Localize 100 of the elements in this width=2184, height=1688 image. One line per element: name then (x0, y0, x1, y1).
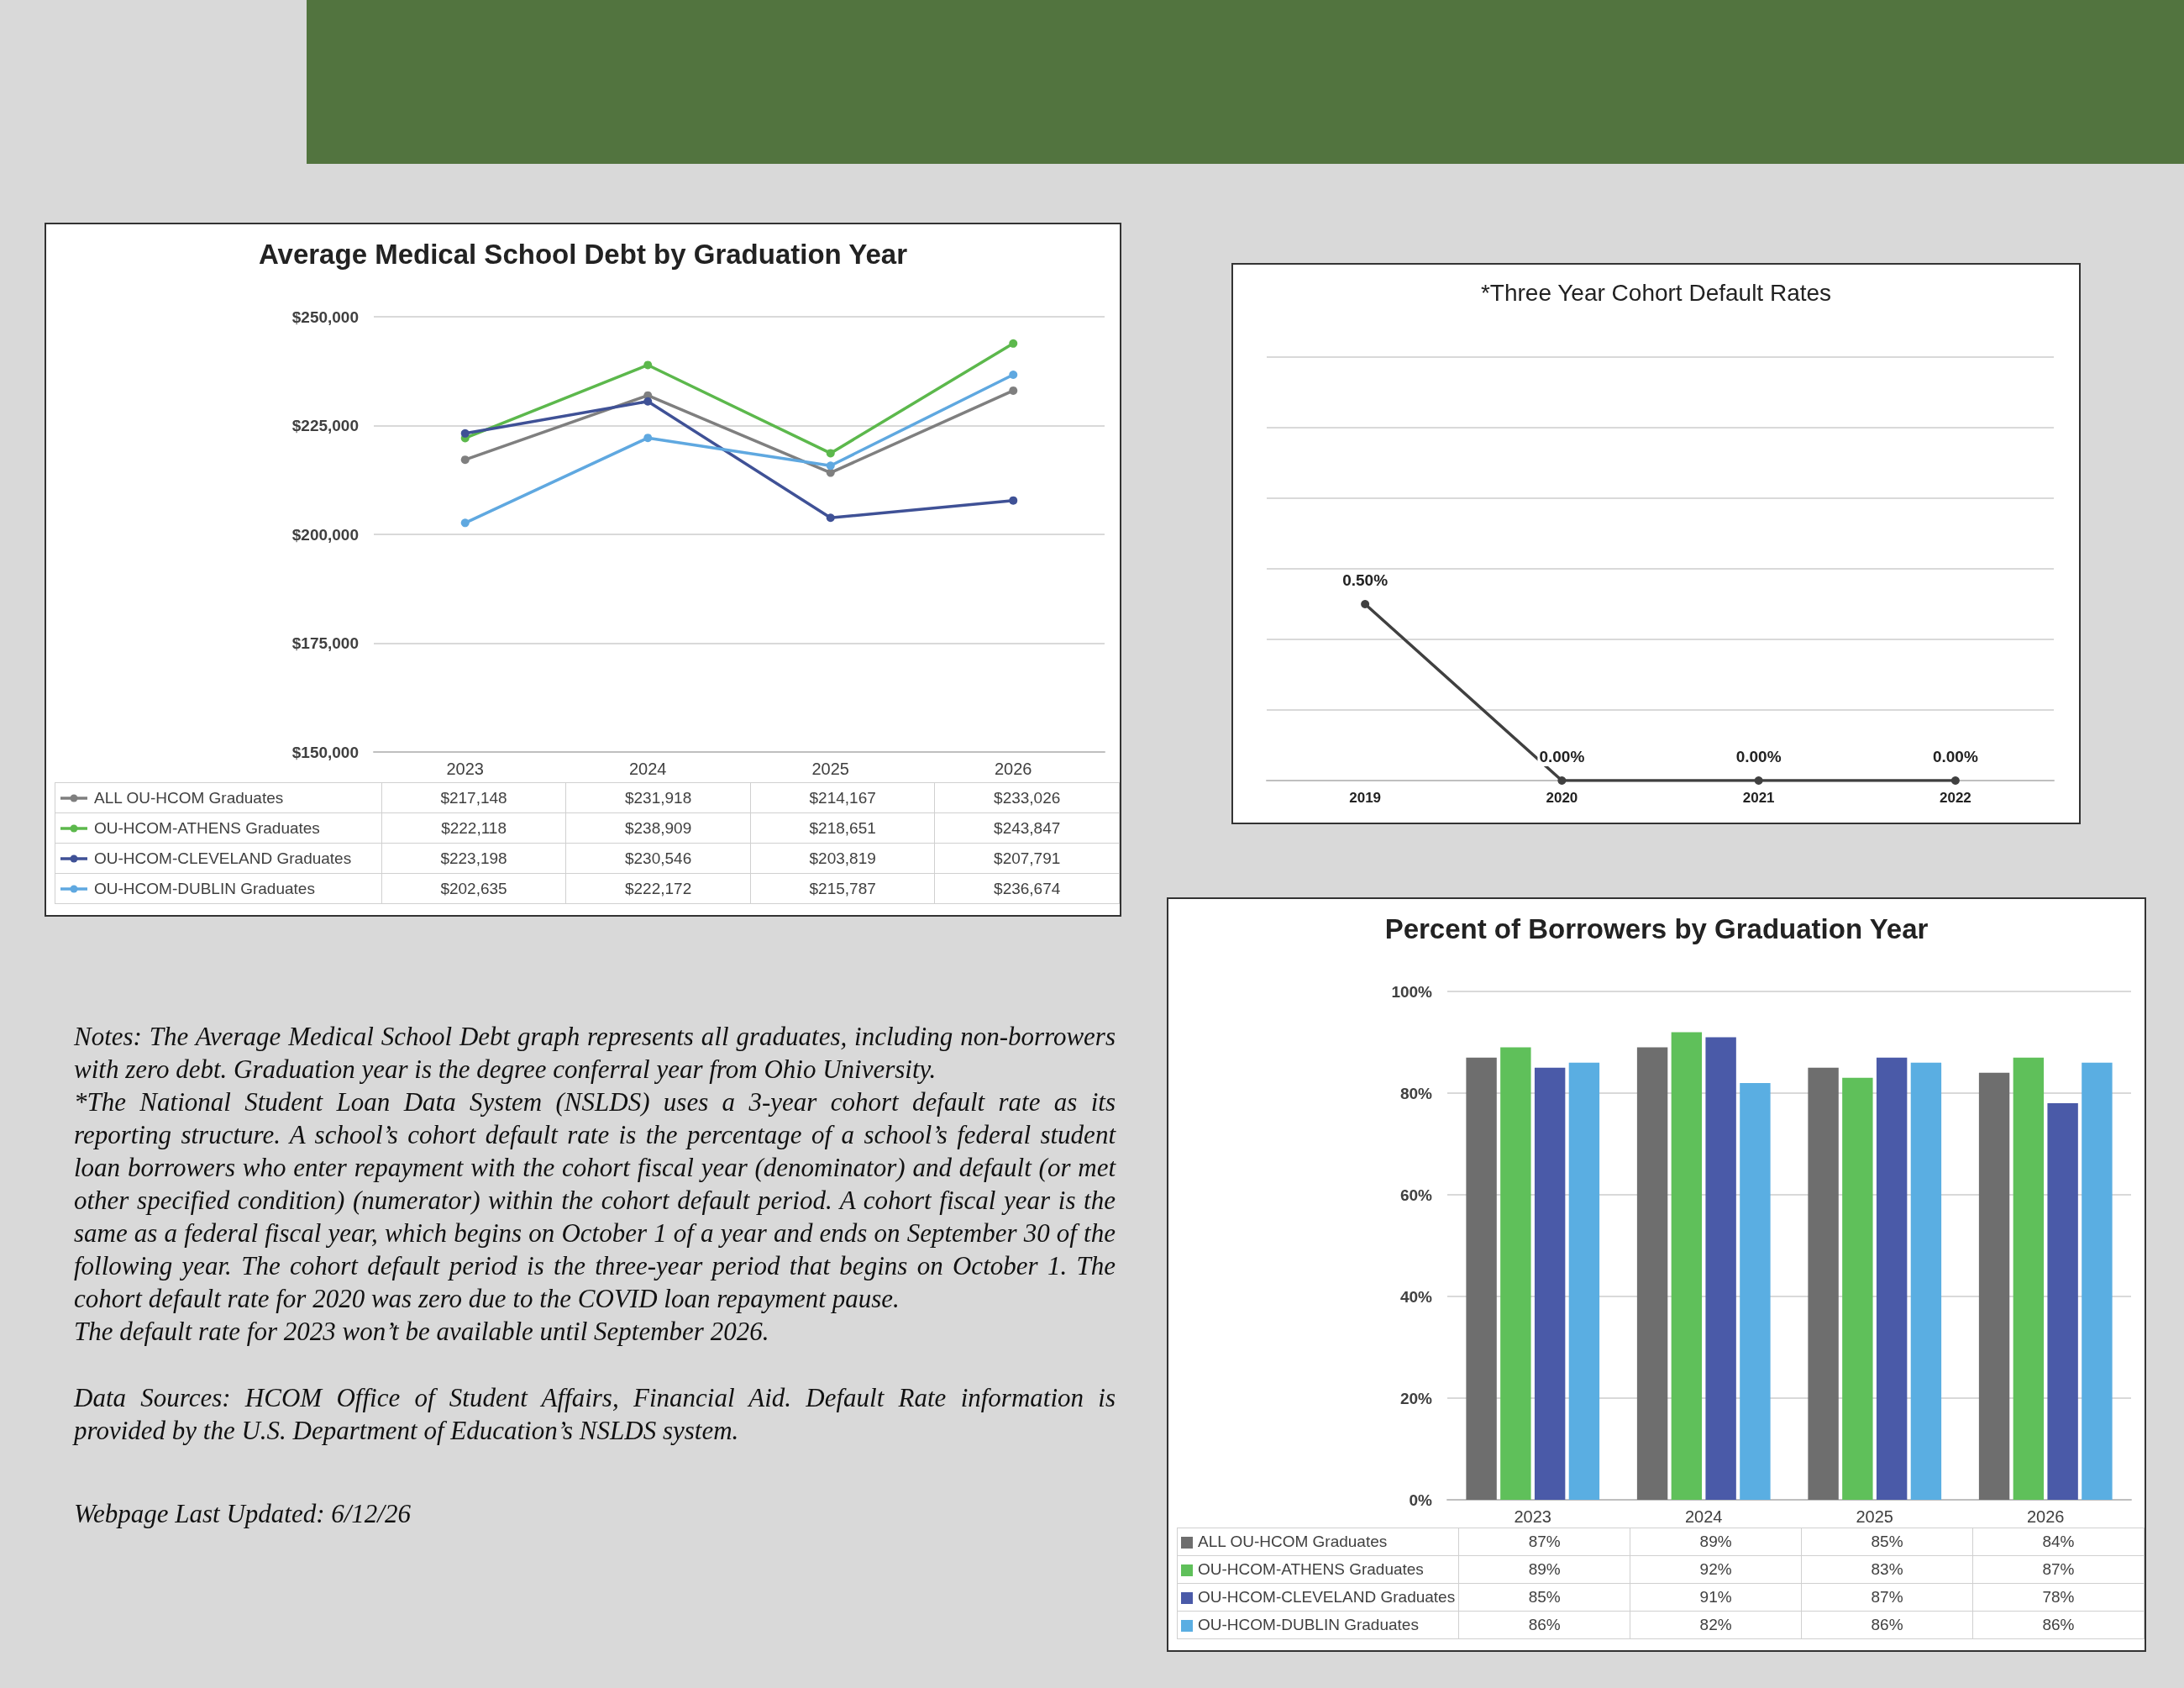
y-tick-label: $250,000 (291, 308, 359, 326)
point (460, 518, 470, 528)
data-label: $217,148 (381, 782, 566, 813)
y-tick-label: 100% (1391, 982, 1433, 1001)
data-label: 83% (1801, 1555, 1973, 1584)
data-label: 89% (1630, 1528, 1802, 1556)
data-label: $243,847 (934, 812, 1120, 844)
point (826, 468, 835, 477)
legend-label: OU-HCOM-DUBLIN Graduates (94, 879, 315, 897)
x-tick-label: 2019 (1349, 790, 1382, 806)
data-label: $233,026 (934, 782, 1120, 813)
legend-label: ALL OU-HCOM Graduates (94, 788, 284, 807)
bar (1636, 1047, 1668, 1500)
y-tick-label: 0% (1409, 1491, 1433, 1509)
x-tick-label: 2022 (1939, 790, 1971, 806)
x-tick-label: 2023 (446, 760, 484, 778)
y-tick-label: $225,000 (291, 417, 359, 434)
legend-label: ALL OU-HCOM Graduates (1198, 1533, 1388, 1550)
data-label: 87% (1801, 1583, 1973, 1612)
data-label: 87% (1972, 1555, 2145, 1584)
data-label: $207,791 (934, 843, 1120, 874)
point (1009, 386, 1018, 395)
data-label: 0.00% (1932, 748, 1978, 765)
data-label: $214,167 (750, 782, 935, 813)
data-label: 0.50% (1342, 571, 1389, 589)
data-label: $203,819 (750, 843, 935, 874)
bar (1910, 1062, 1942, 1500)
y-tick-label: 60% (1399, 1186, 1433, 1204)
data-label: 91% (1630, 1583, 1802, 1612)
data-label: 0.00% (1735, 748, 1782, 765)
point (1009, 339, 1018, 348)
data-label: 86% (1801, 1611, 1973, 1639)
data-label: 92% (1630, 1555, 1802, 1584)
data-label: $238,909 (565, 812, 751, 844)
legend-label: OU-HCOM-CLEVELAND Graduates (94, 849, 352, 867)
chart-title: Percent of Borrowers by Graduation Year (1384, 913, 1929, 944)
point (643, 360, 653, 370)
point (826, 461, 835, 471)
bar (1808, 1067, 1839, 1500)
data-label: $215,787 (750, 873, 935, 904)
x-tick-label: 2024 (1685, 1507, 1723, 1526)
x-tick-label: 2021 (1742, 790, 1775, 806)
data-label: 85% (1458, 1583, 1630, 1612)
data-label: 84% (1972, 1528, 2145, 1556)
point (1009, 496, 1018, 505)
x-tick-label: 2026 (2027, 1507, 2065, 1526)
legend-label: OU-HCOM-DUBLIN Graduates (1198, 1616, 1419, 1633)
chart-title: Average Medical School Debt by Graduation Year (258, 239, 908, 270)
bar (2047, 1103, 2078, 1500)
bar (1534, 1067, 1566, 1500)
point (826, 513, 835, 523)
point (460, 455, 470, 465)
data-label: 86% (1972, 1611, 2145, 1639)
bar (1740, 1082, 1771, 1500)
data-label: 85% (1801, 1528, 1973, 1556)
data-label: $223,198 (381, 843, 566, 874)
data-label: 78% (1972, 1583, 2145, 1612)
bar (1978, 1072, 2010, 1500)
chart-title: *Three Year Cohort Default Rates (1480, 279, 1832, 306)
bar (2082, 1062, 2113, 1500)
x-tick-label: 2025 (811, 760, 849, 778)
legend-label: OU-HCOM-CLEVELAND Graduates (1198, 1588, 1456, 1606)
bar (1568, 1062, 1600, 1500)
bar (1842, 1077, 1873, 1500)
text: *The National Student Loan Data System (NSLDS) uses a 3-year cohort default rate as its reporting structure. A school’s cohort default rate is the percentage of a school’s federal student loan borrowers who enter repayment with the cohort fiscal year (denominator) and default (or met other specified condition) (numerator) within the cohort default period. A cohort fiscal year is the same as a federal fiscal year, which begins on October 1 of a year and ends on September 30 of the following year. The cohort default period is the three-year period that begins on October 1. The cohort default rate for 2020 was zero due to the COVID loan repayment pause. (74, 1086, 1116, 1315)
x-tick-label: 2026 (995, 760, 1032, 778)
point (460, 429, 470, 438)
data-label: $222,172 (565, 873, 751, 904)
data-label: $222,118 (381, 812, 566, 844)
x-tick-label: 2023 (1514, 1507, 1551, 1526)
data-label: $218,651 (750, 812, 935, 844)
y-tick-label: 40% (1399, 1287, 1433, 1306)
data-label: 89% (1458, 1555, 1630, 1584)
point (643, 434, 653, 443)
data-label: $231,918 (565, 782, 751, 813)
bar (1705, 1037, 1736, 1500)
text: Notes: The Average Medical School Debt graph represents all graduates, including non-borrowers with zero debt. Graduation year is the degree conferral year from Ohio University. (74, 1021, 1116, 1086)
data-label: 82% (1630, 1611, 1802, 1639)
data-label: $236,674 (934, 873, 1120, 904)
bar (1876, 1057, 1908, 1500)
y-tick-label: $150,000 (291, 743, 359, 761)
point (826, 449, 835, 458)
data-label: 87% (1458, 1528, 1630, 1556)
bar (1671, 1032, 1703, 1500)
y-tick-label: 80% (1399, 1084, 1433, 1102)
data-label: $202,635 (381, 873, 566, 904)
y-tick-label: 20% (1399, 1389, 1433, 1407)
legend-label: OU-HCOM-ATHENS Graduates (1198, 1560, 1424, 1578)
data-label: 0.00% (1539, 748, 1585, 765)
bar (1500, 1047, 1531, 1500)
point (643, 397, 653, 406)
legend-label: OU-HCOM-ATHENS Graduates (94, 818, 320, 837)
bar (1466, 1057, 1497, 1500)
x-tick-label: 2024 (629, 760, 667, 778)
point (1009, 371, 1018, 380)
x-tick-label: 2020 (1546, 790, 1578, 806)
x-tick-label: 2025 (1856, 1507, 1893, 1526)
bar (2013, 1057, 2045, 1500)
y-tick-label: $175,000 (291, 634, 359, 652)
text: The default rate for 2023 won’t be available until September 2026. (74, 1316, 770, 1348)
